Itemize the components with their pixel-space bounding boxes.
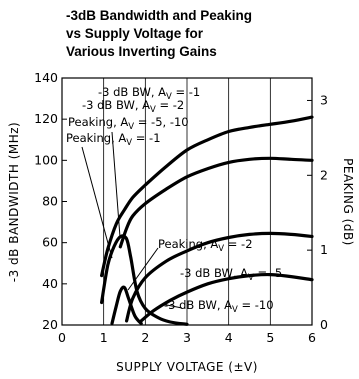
annotation-bw-av2-sub: V [150,105,156,115]
annotation-bw-av10-label: -3 dB BW, A [164,298,232,312]
y-left-tick-label-2: 60 [42,235,58,250]
x-tick-label-1: 1 [100,330,108,345]
annotation-peaking-av1-suffix: = -1 [132,131,160,145]
annotation-bw-av2: -3 dB BW, AV = -2 [82,98,184,115]
annotation-bw-av5-sub: V [248,273,254,283]
chart-title-line-1: -3dB Bandwidth and Peaking [66,8,252,23]
annotation-leaders [81,131,183,309]
x-tick-label-2: 2 [141,330,149,345]
x-tick-label-5: 5 [266,330,274,345]
bandwidth-curve-0 [100,115,314,278]
x-tick-label-6: 6 [308,330,316,345]
annotation-peaking-av1-label: Peaking, A [66,131,126,145]
leader-peaking-av5-10 [111,131,121,238]
x-tick-label-0: 0 [58,330,66,345]
chart-title-line-3: Various Inverting Gains [66,44,217,59]
y-right-tick-label-1: 1 [320,242,328,257]
annotation-peaking-av2-label: Peaking, A [158,237,218,251]
series-curves [100,115,314,326]
annotation-bw-av5-suffix: = -5 [254,266,282,280]
x-axis-label: SUPPLY VOLTAGE (±V) [116,360,258,374]
annotation-peaking-av5-10-suffix: = -5, -10 [134,115,189,129]
annotation-bw-av5: -3 dB BW, AV = -5 [180,266,282,283]
y-axis-left-label: -3 dB BANDWIDTH (MHz) [7,122,21,282]
annotation-bw-av10-suffix: = -10 [238,298,274,312]
annotation-bw-av10: -3 dB BW, AV = -10 [164,298,274,315]
annotation-bw-av5-label: -3 dB BW, A [180,266,248,280]
y-left-tick-label-1: 40 [42,276,58,291]
annotation-peaking-av2-suffix: = -2 [224,237,252,251]
x-tick-label-4: 4 [225,330,233,345]
annotation-peaking-av2: Peaking, AV = -2 [158,237,253,254]
y-left-tick-label-5: 120 [34,111,58,126]
chart-title-line-2: vs Supply Voltage for [66,26,204,41]
y-right-tick-label-3: 3 [320,92,328,107]
annotation-bw-av2-label: -3 dB BW, A [82,98,150,112]
peaking-curve-0 [100,234,189,326]
annotation-bw-av1-suffix: = -1 [172,85,200,99]
annotation-peaking-av1: Peaking, AV = -1 [66,131,161,148]
y-left-tick-label-0: 20 [42,317,58,332]
y-axis-right-label: PEAKING (dB) [341,158,355,246]
bandwidth-curve-1 [118,156,314,249]
annotation-peaking-av2-sub: V [218,244,224,254]
annotation-bw-av1: -3 dB BW, AV = -1 [98,85,200,102]
annotation-peaking-av5-10-sub: V [128,122,134,132]
annotation-peaking-av5-10: Peaking, AV = -5, -10 [68,115,189,132]
x-tick-label-3: 3 [183,330,191,345]
peaking-curve-1 [110,285,143,326]
bandwidth-curve-3 [139,272,314,323]
y-left-tick-label-4: 100 [34,152,58,167]
annotation-labels: -3 dB BW, AV = -1 -3 dB BW, AV = -2 Peak… [66,85,282,315]
y-right-tick-label-0: 0 [320,317,328,332]
leader-peaking-av1 [81,146,113,259]
leader-peaking-av2 [127,247,159,291]
annotation-bw-av2-suffix: = -2 [156,98,184,112]
annotation-bw-av10-sub: V [232,305,238,315]
annotation-bw-av1-label: -3 dB BW, A [98,85,166,99]
y-left-tick-label-3: 80 [42,194,58,209]
annotation-bw-av1-sub: V [166,92,172,102]
annotation-peaking-av5-10-label: Peaking, A [68,115,128,129]
annotation-peaking-av1-sub: V [126,138,132,148]
axis-ticks: 0 1 2 3 4 5 6 20 40 60 80 100 120 140 0 1 2 3 [34,70,328,345]
y-left-tick-label-6: 140 [34,70,58,85]
leader-bw-av10 [161,303,183,309]
bandwidth-curve-2 [125,231,314,323]
y-right-tick-label-2: 2 [320,167,328,182]
